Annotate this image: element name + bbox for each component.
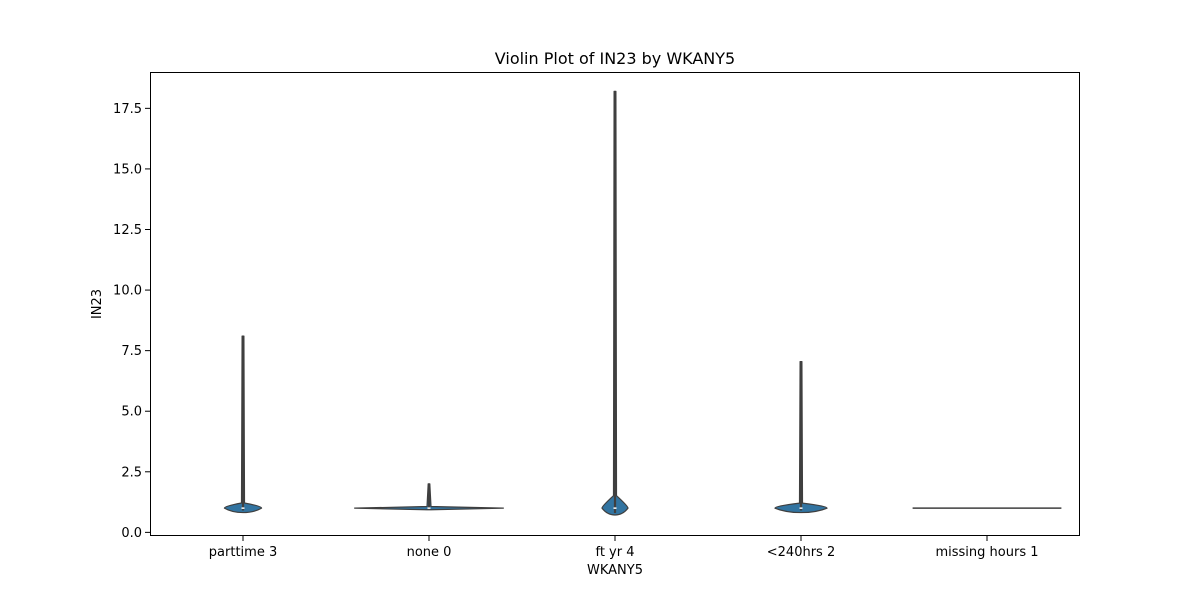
y-tick-label: 15.0: [113, 162, 142, 177]
y-axis-label: IN23: [90, 289, 105, 319]
y-tick-label: 12.5: [113, 223, 142, 238]
x-axis-label: WKANY5: [587, 563, 643, 578]
x-tick-label: parttime 3: [209, 545, 277, 560]
violin-3: [774, 360, 828, 514]
x-tick-label: missing hours 1: [935, 545, 1038, 560]
violin-2: [601, 90, 629, 516]
y-tick-label: 0.0: [121, 526, 142, 541]
y-tick-label: 7.5: [121, 344, 142, 359]
x-tick-label: <240hrs 2: [767, 545, 835, 560]
y-tick-label: 10.0: [113, 284, 142, 299]
violins-group: [223, 90, 1062, 516]
y-tick-label: 5.0: [121, 405, 142, 420]
y-axis: 0.0 2.5 5.0 7.5 10.0 12.5 15.0 17.5: [113, 102, 150, 541]
x-axis: parttime 3 none 0 ft yr 4 <240hrs 2 missing …: [209, 536, 1039, 560]
violin-1: [354, 483, 504, 511]
x-tick-label: none 0: [407, 545, 452, 560]
violin-0: [223, 335, 263, 514]
plot-area: [150, 72, 1080, 536]
chart-title: Violin Plot of IN23 by WKANY5: [495, 49, 735, 68]
y-tick-label: 17.5: [113, 102, 142, 117]
y-tick-label: 2.5: [121, 465, 142, 480]
x-tick-label: ft yr 4: [595, 545, 634, 560]
